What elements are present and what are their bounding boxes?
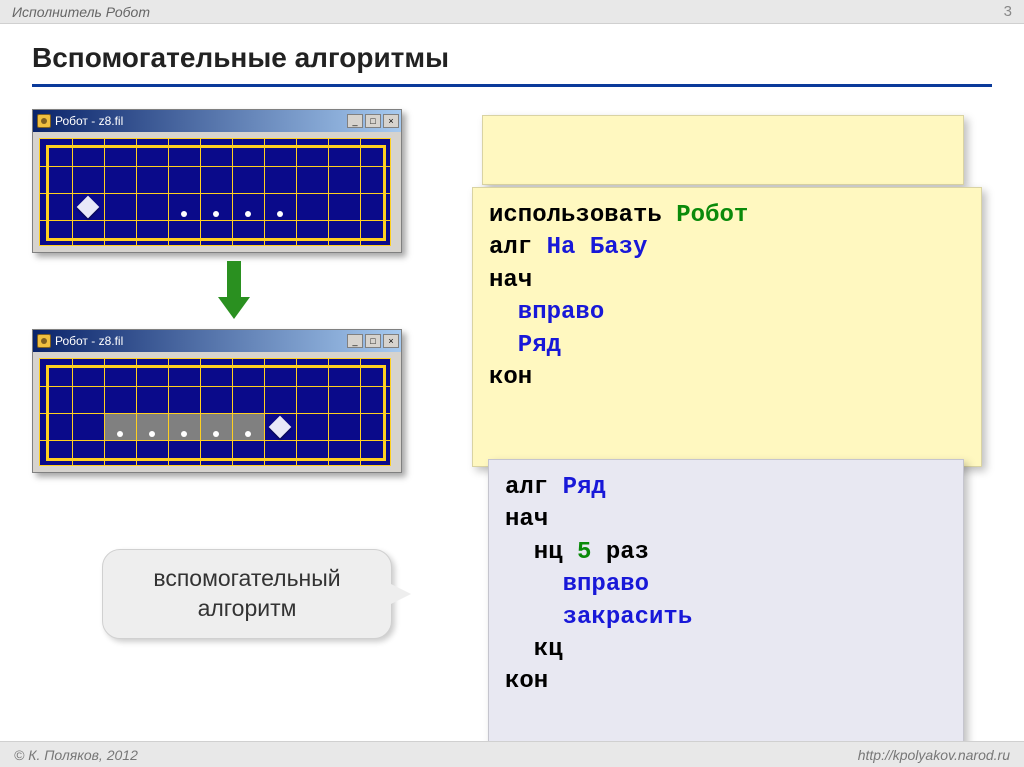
code-card-main: использовать Роботалг На Базунач вправо … <box>472 187 982 467</box>
minimize-icon[interactable]: _ <box>347 114 363 128</box>
code-card-back: использовать Роботалг На Базу <box>482 115 964 185</box>
code-card-aux: алг Ряднач нц 5 раз вправо закрасить кцк… <box>488 459 964 749</box>
footer: © К. Поляков, 2012 http://kpolyakov.naro… <box>0 741 1024 767</box>
copyright: © К. Поляков, 2012 <box>14 747 138 763</box>
window-title: Робот - z8.fil <box>55 334 343 348</box>
close-icon[interactable]: × <box>383 114 399 128</box>
top-bar: Исполнитель Робот 3 <box>0 0 1024 24</box>
subject-label: Исполнитель Робот <box>12 4 150 20</box>
page-title: Вспомогательные алгоритмы <box>32 42 992 87</box>
minimize-icon[interactable]: _ <box>347 334 363 348</box>
robot-grid-after <box>39 358 391 466</box>
callout-text: вспомогательный алгоритм <box>103 564 391 624</box>
window-titlebar[interactable]: Робот - z8.fil _ □ × <box>33 110 401 132</box>
maximize-icon[interactable]: □ <box>365 114 381 128</box>
app-icon <box>37 114 51 128</box>
main-area: Робот - z8.fil _ □ × Робот - z8.fil _ □ … <box>32 109 992 729</box>
page-number: 3 <box>1004 3 1012 20</box>
arrow-down-icon <box>222 261 246 317</box>
callout-aux-algorithm: вспомогательный алгоритм <box>102 549 392 639</box>
app-icon <box>37 334 51 348</box>
window-titlebar[interactable]: Робот - z8.fil _ □ × <box>33 330 401 352</box>
robot-window-before: Робот - z8.fil _ □ × <box>32 109 402 253</box>
robot-window-after: Робот - z8.fil _ □ × <box>32 329 402 473</box>
footer-url: http://kpolyakov.narod.ru <box>858 747 1010 763</box>
close-icon[interactable]: × <box>383 334 399 348</box>
robot-grid-before <box>39 138 391 246</box>
maximize-icon[interactable]: □ <box>365 334 381 348</box>
window-title: Робот - z8.fil <box>55 114 343 128</box>
